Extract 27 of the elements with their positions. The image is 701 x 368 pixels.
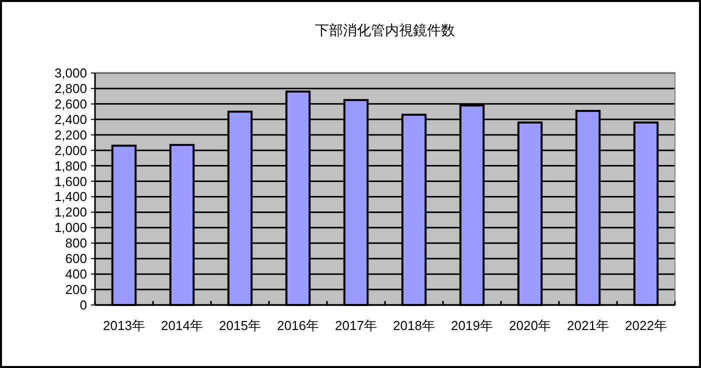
x-tick-label: 2015年 (219, 318, 261, 333)
y-tick-label: 200 (65, 282, 87, 298)
y-tick-label: 2,200 (54, 127, 87, 142)
y-tick-label: 1,600 (54, 174, 87, 189)
y-tick-label: 800 (65, 236, 87, 251)
x-tick-label: 2019年 (451, 318, 493, 333)
x-tick-label: 2021年 (567, 318, 609, 333)
chart-title: 下部消化管内視鏡件数 (315, 22, 455, 38)
x-tick-label: 2014年 (161, 318, 203, 333)
x-tick-label: 2016年 (277, 318, 319, 333)
x-tick-label: 2020年 (509, 318, 551, 333)
x-tick-label: 2017年 (335, 318, 377, 333)
y-tick-label: 1,200 (54, 204, 87, 220)
y-tick-label: 2,800 (54, 80, 87, 96)
y-tick-label: 2,400 (54, 112, 87, 127)
y-tick-label: 3,000 (54, 66, 87, 80)
y-tick-label: 400 (65, 266, 87, 282)
x-tick-label: 2022年 (625, 318, 667, 333)
y-tick-label: 1,000 (54, 220, 87, 236)
y-tick-label: 2,000 (54, 142, 87, 158)
y-tick-label: 1,400 (54, 189, 87, 204)
y-tick-label: 0 (80, 298, 87, 312)
y-tick-label: 600 (65, 251, 87, 266)
x-tick-label: 2018年 (393, 318, 435, 333)
y-tick-label: 1,800 (54, 158, 87, 174)
x-tick-label: 2013年 (103, 318, 145, 333)
y-tick-label: 2,600 (54, 96, 87, 112)
